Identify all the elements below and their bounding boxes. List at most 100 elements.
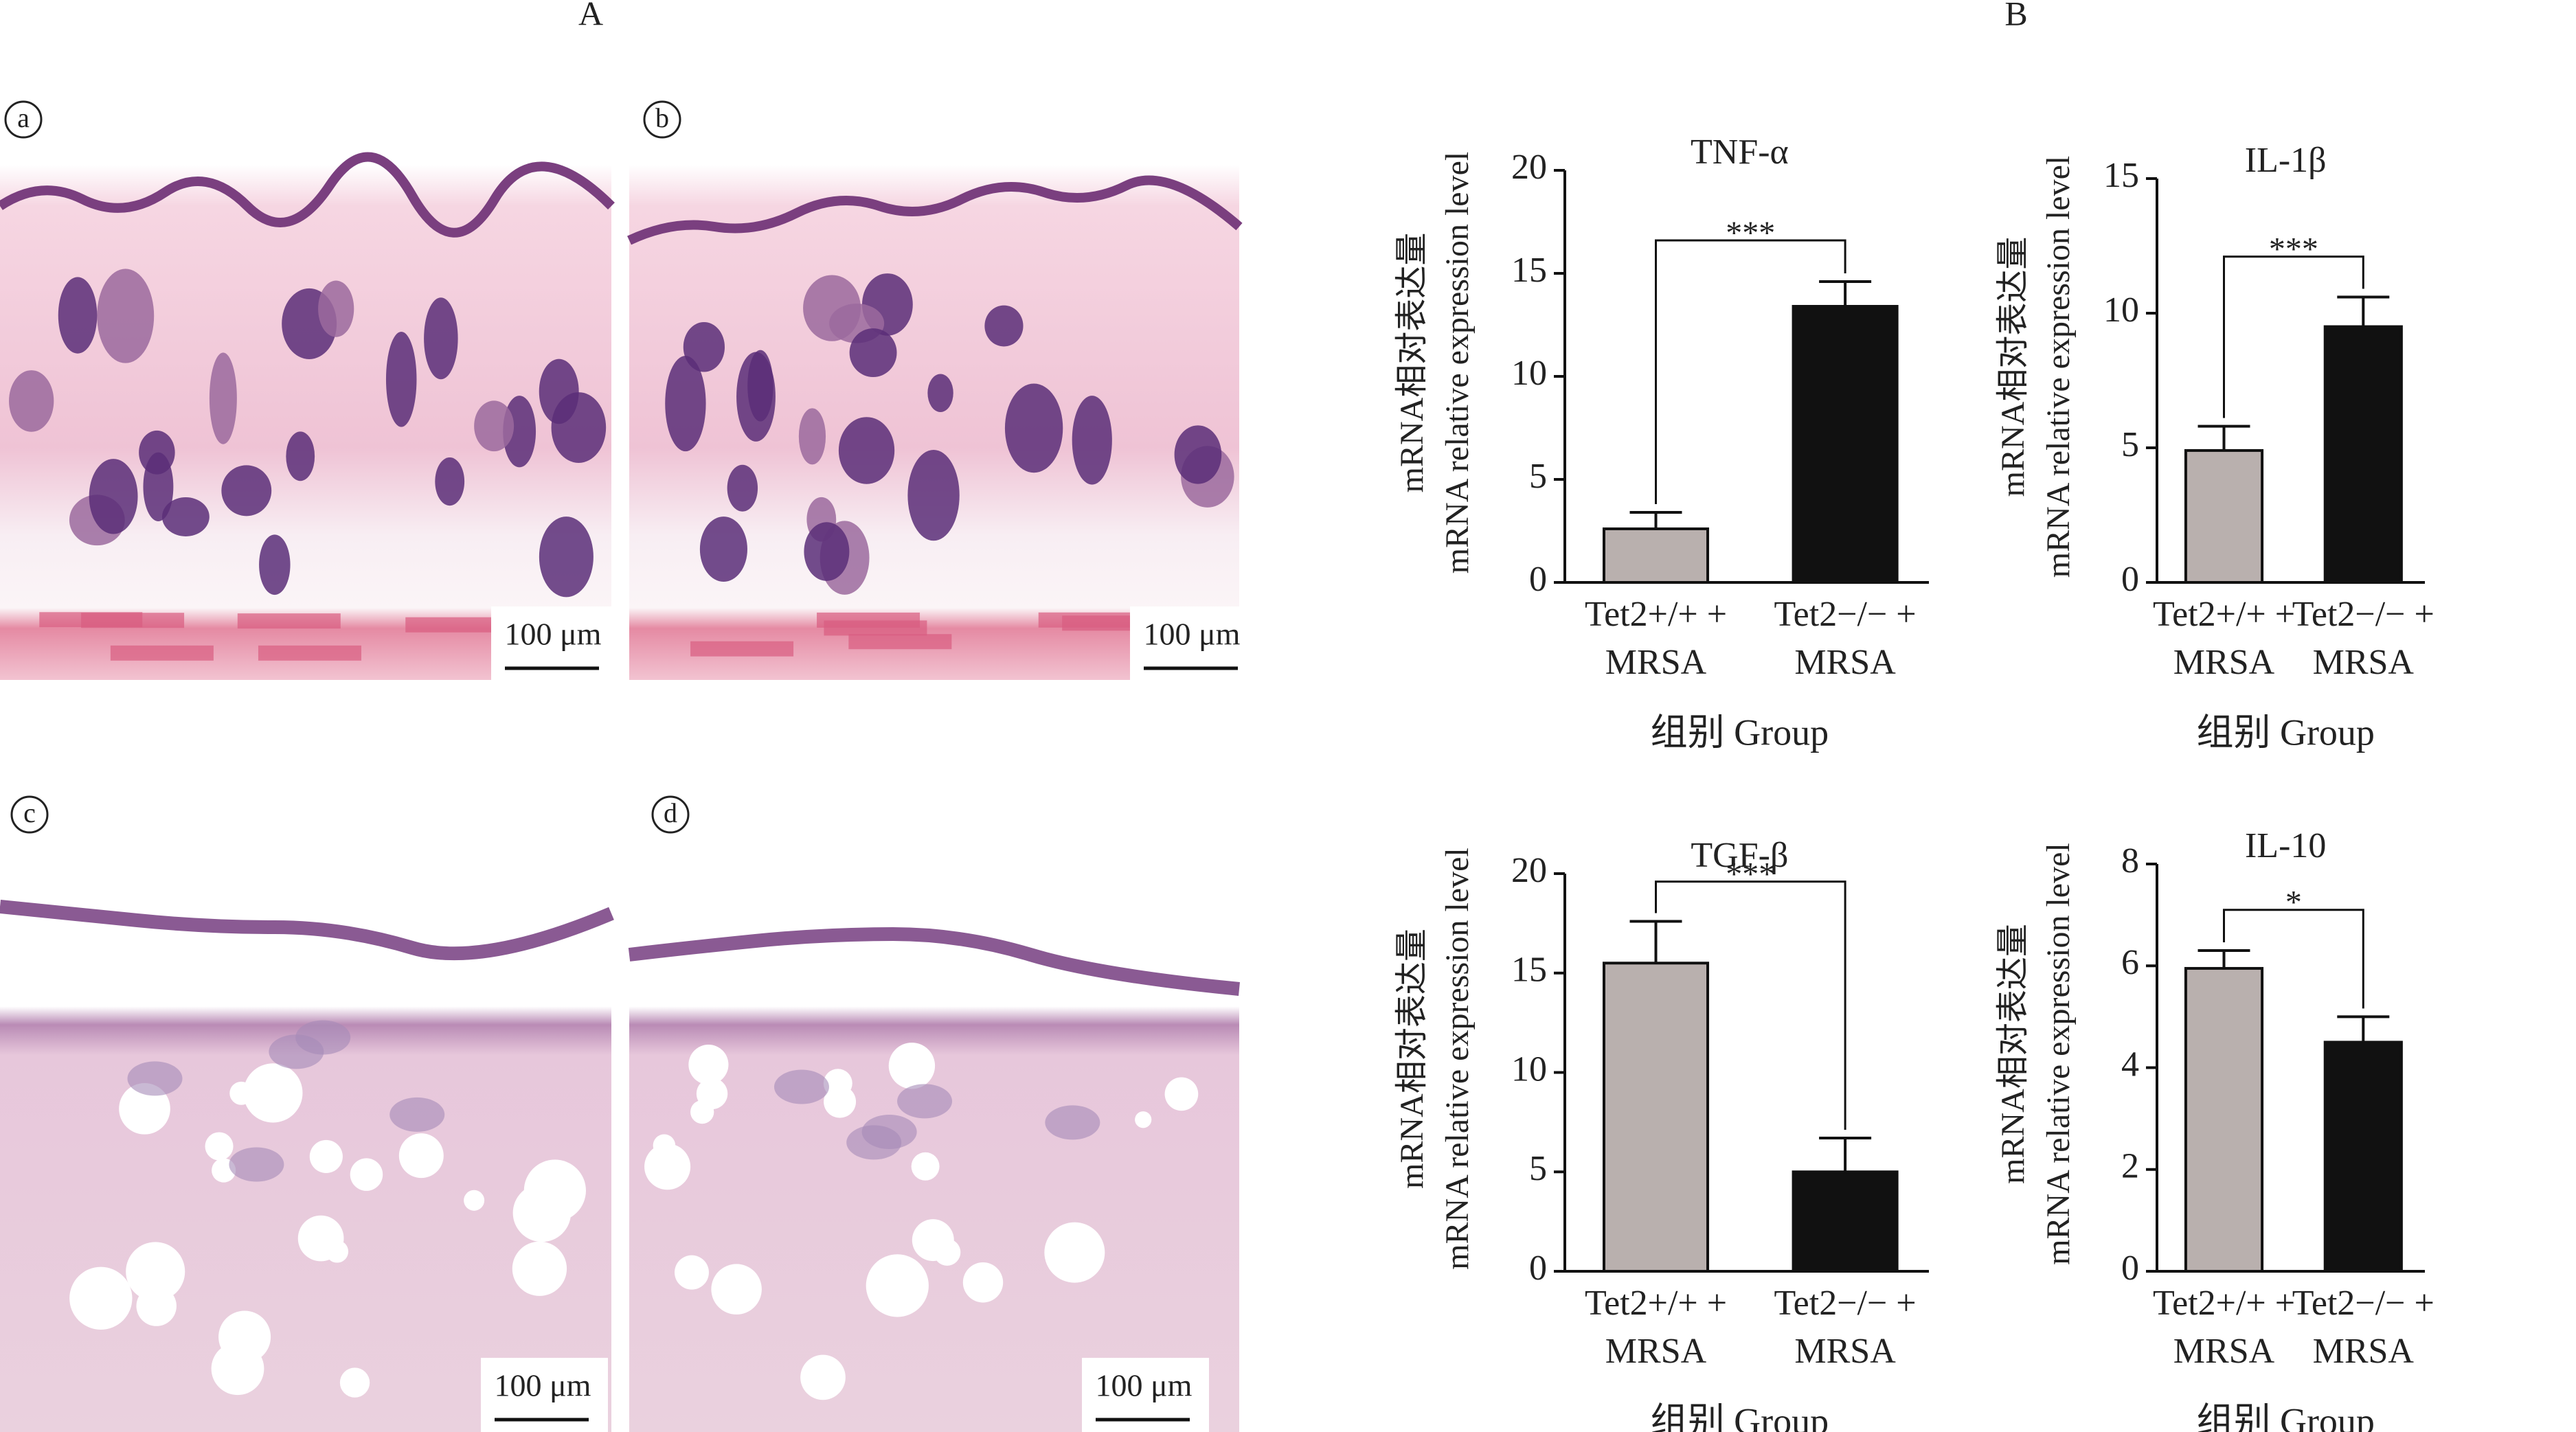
x-axis-label: 组别 Group [1651, 712, 1829, 753]
bar [2184, 448, 2264, 584]
panel-label-circle [651, 795, 690, 834]
y-tick-label: 5 [1529, 1149, 1547, 1188]
hair-follicle [209, 352, 237, 444]
y-axis-label: mRNA相对表达量 [1995, 237, 2031, 497]
chart-title: IL-1β [2245, 141, 2327, 180]
fat-cell [512, 1241, 567, 1296]
histology-image [629, 824, 1239, 1432]
muscle [405, 617, 509, 633]
y-tick-label: 0 [1529, 1249, 1547, 1288]
histology-image [629, 165, 1239, 680]
hair-follicle [286, 431, 315, 481]
tissue [229, 1147, 284, 1182]
x-tick-label: Tet2+/+ + MRSA [1584, 595, 1728, 682]
significance-label: *** [1726, 215, 1775, 251]
hair-follicle [259, 534, 291, 595]
fat-cell [309, 1139, 343, 1174]
significance-bracket [2223, 909, 2364, 1009]
fat-cell [653, 1134, 676, 1157]
hair-follicle [318, 280, 354, 337]
hair-follicle [58, 277, 98, 354]
fat-cell [690, 1100, 714, 1124]
hair-follicle [161, 497, 210, 536]
significance-bracket [1655, 239, 1846, 504]
y-tick-label: 10 [1511, 1049, 1547, 1089]
hair-follicle [683, 321, 725, 372]
fat-cell [512, 1183, 572, 1242]
y-tick-label: 20 [1511, 148, 1547, 187]
tissue [127, 1061, 183, 1096]
hair-follicle [838, 417, 895, 484]
hair-follicle [736, 352, 776, 442]
panel-label: a [17, 102, 30, 133]
fat-cell [464, 1190, 485, 1211]
significance-label: *** [1726, 856, 1775, 893]
category-label-box: Tet2−/− + MRSA [1774, 1284, 1917, 1371]
hair-follicle [984, 305, 1024, 347]
tissue [773, 1069, 829, 1104]
fat-cell [912, 1219, 954, 1262]
y-axis-label: mRNA relative expression level [2040, 156, 2077, 578]
tissue [1045, 1105, 1100, 1140]
x-tick-label: Tet2−/− + MRSA [2292, 1284, 2434, 1371]
y-tick-label: 10 [2103, 291, 2139, 330]
category-label-box: Tet2+/+ + MRSA [1584, 1284, 1728, 1371]
tissue [389, 1097, 445, 1132]
epidermis [628, 927, 1240, 996]
category-label-box: Tet2+/+ + MRSA [2153, 1284, 2295, 1371]
fat-cell [824, 1085, 857, 1118]
y-tick-label: 0 [2121, 1249, 2139, 1288]
fat-cell [962, 1262, 1004, 1303]
fat-cell [1164, 1077, 1199, 1111]
significance-bracket [2223, 255, 2364, 418]
fat-cell [866, 1254, 929, 1317]
muscle [39, 612, 143, 628]
hair-follicle [97, 269, 155, 363]
hair-follicle [539, 516, 594, 598]
x-axis-label: 组别 Group [1651, 1400, 1829, 1432]
panel-label-circle [643, 100, 681, 139]
fat-cell [350, 1158, 383, 1191]
bar [1792, 305, 1899, 584]
hair-follicle [927, 374, 953, 412]
hair-follicle [804, 522, 850, 581]
y-tick-label: 10 [1511, 354, 1547, 393]
bar [1792, 1170, 1899, 1273]
y-tick-label: 8 [2121, 841, 2139, 880]
scale-bar-bg [1130, 606, 1257, 685]
x-tick-label: Tet2−/− + MRSA [1774, 595, 1917, 682]
fat-cell [688, 1045, 729, 1085]
panel-label-circle [4, 100, 43, 139]
hair-follicle [798, 408, 826, 465]
category-label-box: Tet2+/+ + MRSA [2153, 595, 2295, 682]
hair-follicle [665, 356, 706, 452]
significance-label: *** [2269, 231, 2318, 268]
hair-follicle [551, 392, 607, 463]
tissue [861, 1114, 917, 1149]
hair-follicle [139, 430, 175, 475]
fat-cell [1044, 1222, 1105, 1283]
hair-follicle [89, 459, 138, 534]
y-tick-label: 6 [2121, 943, 2139, 982]
scale-bar-label: 100 μm [1096, 1368, 1193, 1403]
muscle [690, 641, 794, 657]
fat-cell [211, 1342, 264, 1396]
fat-cell [126, 1242, 185, 1302]
hair-follicle [727, 464, 758, 512]
panel-label-circle [10, 795, 49, 834]
x-tick-label: Tet2+/+ + MRSA [1584, 1284, 1728, 1371]
y-tick-label: 0 [1529, 560, 1547, 599]
y-axis-label: mRNA relative expression level [1439, 848, 1476, 1270]
hair-follicle [849, 328, 897, 378]
y-axis-label: mRNA相对表达量 [1394, 233, 1430, 493]
fat-cell [119, 1082, 170, 1135]
category-label-box: Tet2−/− + MRSA [2292, 595, 2434, 682]
panel-label: c [23, 797, 36, 828]
y-tick-label: 0 [2121, 560, 2139, 599]
epidermis [0, 152, 615, 238]
y-axis-label: mRNA相对表达量 [1995, 924, 2031, 1184]
epidermis [0, 900, 614, 961]
fat-cell [675, 1255, 709, 1290]
histology-images [0, 152, 1243, 1432]
chart-title: TGF-β [1691, 836, 1788, 875]
